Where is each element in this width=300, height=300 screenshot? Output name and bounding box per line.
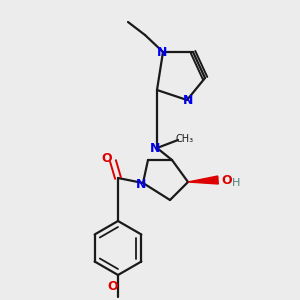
Text: O: O	[102, 152, 112, 164]
Polygon shape	[188, 176, 218, 184]
Text: N: N	[150, 142, 160, 155]
Text: N: N	[136, 178, 146, 190]
Text: N: N	[183, 94, 193, 107]
Text: O: O	[108, 280, 118, 293]
Text: O: O	[222, 173, 232, 187]
Text: N: N	[157, 46, 167, 59]
Text: H: H	[232, 178, 240, 188]
Text: CH₃: CH₃	[176, 134, 194, 144]
